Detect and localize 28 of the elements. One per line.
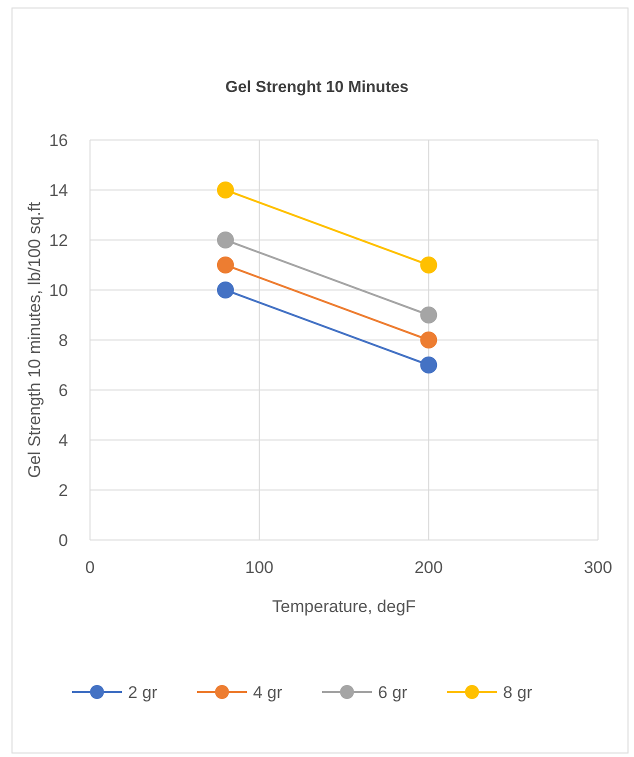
- y-tick-label: 16: [49, 131, 68, 150]
- legend-label: 8 gr: [503, 683, 533, 702]
- y-tick-label: 10: [49, 281, 68, 300]
- point: [216, 232, 234, 248]
- y-tick-label: 14: [49, 181, 68, 200]
- x-tick-label: 300: [584, 558, 612, 577]
- x-tick-label: 100: [245, 558, 274, 577]
- legend-label: 4 gr: [253, 683, 283, 702]
- point: [420, 356, 438, 374]
- point: [420, 306, 438, 324]
- y-tick-label: 4: [58, 431, 68, 450]
- y-tick-label: 6: [58, 381, 68, 400]
- x-tick-label: 0: [85, 558, 95, 577]
- chart-title: Gel Strenght 10 Minutes: [225, 79, 409, 96]
- point: [216, 282, 234, 298]
- y-tick-label: 8: [58, 331, 68, 350]
- legend-label: 2 gr: [128, 683, 158, 702]
- point: [420, 256, 438, 274]
- x-tick-label: 200: [414, 558, 443, 577]
- legend-label: 6 gr: [378, 683, 408, 702]
- y-tick-label: 0: [58, 531, 68, 550]
- x-axis-title: Temperature, degF: [272, 597, 416, 616]
- y-tick-label: 2: [58, 481, 68, 500]
- point: [216, 256, 234, 274]
- y-tick-label: 12: [49, 231, 68, 250]
- point: [420, 332, 438, 348]
- point: [216, 182, 234, 198]
- y-axis-title: Gel Strength 10 minutes, lb/100 sq.ft: [25, 202, 44, 478]
